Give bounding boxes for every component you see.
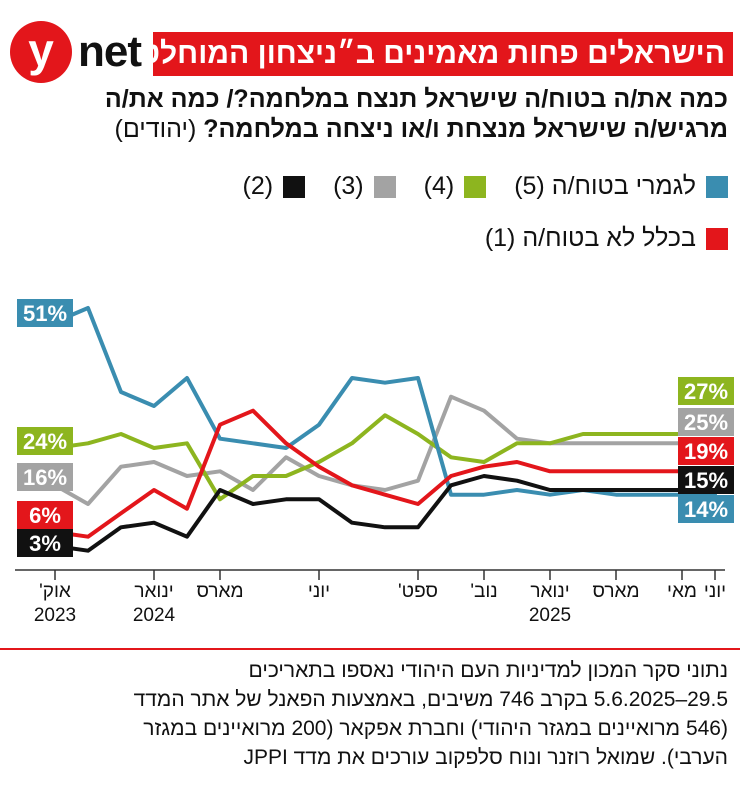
x-tick-label-6: ינואר <box>530 581 569 602</box>
logo-circle: y <box>10 21 72 83</box>
legend-item-4: (4) <box>424 172 487 201</box>
legend-swatch-1 <box>706 227 728 250</box>
legend-row-1: לגמרי בטוח/ה (5) (4) (3) (2) <box>215 172 728 201</box>
end-label-4-box <box>678 437 734 465</box>
end-label-4: 19% <box>684 439 728 464</box>
end-label-2-box <box>678 408 734 436</box>
line-chart: אוק' 2023 ינואר 2024 מארס יוני ספט' נוב' ינואר 20… <box>15 299 734 626</box>
end-label-1: 27% <box>684 379 728 404</box>
start-label-3: 3% <box>29 531 61 556</box>
ynet-logo: y net <box>10 20 150 84</box>
end-label-0: 14% <box>684 497 728 522</box>
start-label-4: 6% <box>29 503 61 528</box>
legend-label-4: (4) <box>423 172 455 200</box>
source-divider <box>0 648 740 650</box>
legend-item-1: בכלל לא בטוח/ה (1) <box>485 224 728 253</box>
source-note: נתוני סקר המכון למדיניות העם היהודי נאספ… <box>13 656 728 772</box>
legend-label-1: בכלל לא בטוח/ה (1) <box>484 224 696 252</box>
x-tick-label-4: ספט' <box>398 581 438 602</box>
chart-title: הישראלים פחות מאמינים ב״ניצחון המוחלט״ <box>153 32 733 76</box>
subtitle-line-2-text: מרגיש/ה שישראל מנצחת ו/או ניצחה במלחמה? <box>203 115 728 143</box>
source-line-4: הערבי). שמואל רוזנר ונוח סלפקוב עורכים א… <box>243 746 728 769</box>
start-label-3-box <box>17 529 73 557</box>
x-tick-label-9: יוני <box>704 581 726 602</box>
start-label-2: 16% <box>23 465 67 490</box>
legend-label-2: (2) <box>242 172 274 200</box>
x-tick-label-3: יוני <box>308 581 330 602</box>
source-line-2: 29.5–5.6.2025 בקרב 746 משיבים, באמצעות ה… <box>133 688 728 711</box>
end-label-3-box <box>678 466 734 494</box>
subtitle-note: (יהודים) <box>114 115 197 143</box>
legend-item-5: לגמרי בטוח/ה (5) <box>514 172 728 201</box>
start-label-1-box <box>17 427 73 455</box>
x-tick-label-2: מארס <box>196 581 243 602</box>
series-line-0 <box>53 306 717 497</box>
start-label-4-box <box>17 501 73 529</box>
x-tick-label-year-0: 2023 <box>34 605 76 626</box>
logo-word: net <box>78 27 142 76</box>
x-tick-label-0: אוק' <box>39 581 71 602</box>
series-line-4 <box>53 408 717 539</box>
legend-label-5: לגמרי בטוח/ה (5) <box>514 172 696 200</box>
start-label-0-box <box>17 299 73 327</box>
x-tick-label-year-6: 2025 <box>529 605 571 626</box>
start-label-0: 51% <box>23 301 67 326</box>
start-label-2-box <box>17 463 73 491</box>
start-label-1: 24% <box>23 429 67 454</box>
end-label-2: 25% <box>684 410 728 435</box>
end-label-0-box <box>678 495 734 523</box>
x-tick-label-8: מאי <box>667 581 697 602</box>
legend-item-2: (2) <box>243 172 306 201</box>
chart-subtitle: כמה את/ה בטוח/ה שישראל תנצח במלחמה?/ כמה… <box>13 84 728 144</box>
legend-row-2: בכלל לא בטוח/ה (1) <box>457 224 728 253</box>
series-line-3 <box>53 474 717 553</box>
subtitle-line-2: מרגיש/ה שישראל מנצחת ו/או ניצחה במלחמה? … <box>13 114 729 144</box>
legend-swatch-2 <box>283 175 306 198</box>
x-tick-label-year-1: 2024 <box>133 605 176 626</box>
x-tick-label-1: ינואר <box>134 581 173 602</box>
legend-label-3: (3) <box>333 172 364 200</box>
source-line-3: (546 מרואיינים במגזר היהודי) וחברת אפקאר… <box>143 717 728 740</box>
legend-swatch-5 <box>706 175 728 198</box>
legend-item-3: (3) <box>333 172 396 201</box>
x-tick-label-5: נוב' <box>470 581 497 602</box>
end-label-1-box <box>678 377 734 405</box>
x-tick-label-7: מארס <box>592 581 639 602</box>
subtitle-line-1: כמה את/ה בטוח/ה שישראל תנצח במלחמה?/ כמה… <box>104 85 728 113</box>
end-label-3: 15% <box>684 468 728 493</box>
source-line-1: נתוני סקר המכון למדיניות העם היהודי נאספ… <box>248 659 728 682</box>
legend-swatch-3 <box>373 175 396 198</box>
series-line-1 <box>53 413 717 502</box>
series-line-2 <box>53 394 717 506</box>
legend-swatch-4 <box>464 175 487 198</box>
